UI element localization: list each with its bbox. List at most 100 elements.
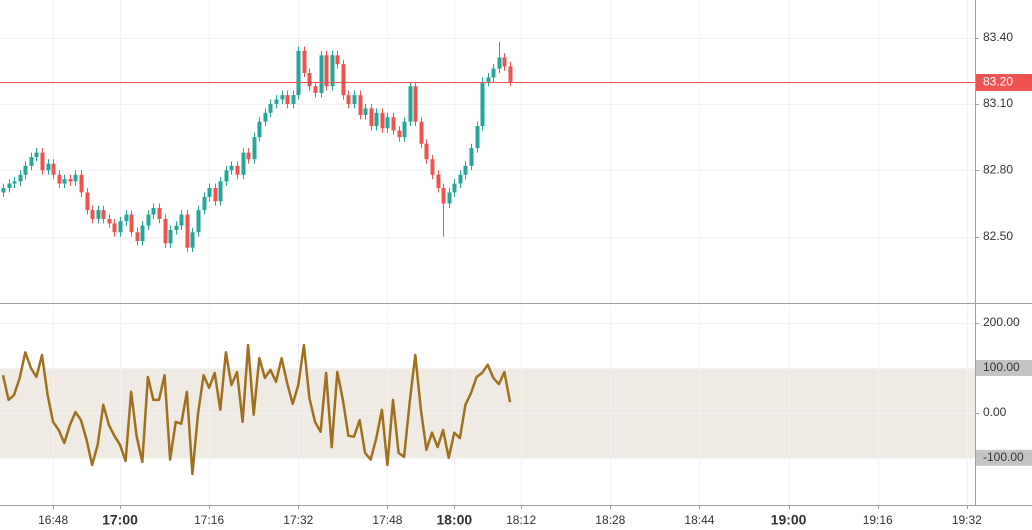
candle-body xyxy=(213,187,218,202)
candle-body xyxy=(118,221,123,233)
candle-body xyxy=(73,174,78,182)
candle-body xyxy=(335,55,340,65)
candle-body xyxy=(463,165,468,175)
candle-body xyxy=(452,183,457,193)
x-tick-label: 16:48 xyxy=(38,513,68,527)
candle-body xyxy=(7,183,12,188)
candle-body xyxy=(441,187,446,204)
candle-body xyxy=(68,179,73,182)
candle-body xyxy=(12,181,17,184)
candle-body xyxy=(190,232,195,248)
candle-body xyxy=(29,157,34,166)
candle-body xyxy=(358,95,363,116)
candle-body xyxy=(34,152,39,158)
candle-body xyxy=(62,179,67,184)
x-tick-label: 17:32 xyxy=(283,513,313,527)
candle-body xyxy=(229,165,234,171)
candle-body xyxy=(385,117,390,129)
x-tick-label: 17:16 xyxy=(194,513,224,527)
candle-body xyxy=(218,181,223,202)
candle-body xyxy=(319,55,324,93)
candle-body xyxy=(296,50,301,96)
y-tick-box xyxy=(976,449,1032,466)
candle-body xyxy=(486,77,491,82)
candle-body xyxy=(224,170,229,182)
candle-body xyxy=(430,159,435,175)
candle-body xyxy=(458,174,463,184)
x-tick-label: 18:12 xyxy=(506,513,536,527)
candle-body xyxy=(374,112,379,127)
candle-body xyxy=(101,210,106,219)
candle-body xyxy=(57,174,62,184)
candle-body xyxy=(436,174,441,188)
candle-body xyxy=(129,214,134,233)
candle-body xyxy=(235,165,240,175)
candle-body xyxy=(146,214,151,226)
candle-body xyxy=(46,163,51,171)
candle-body xyxy=(324,55,329,87)
y-tick-label: 100.00 xyxy=(983,360,1020,374)
candle-body xyxy=(124,214,129,222)
candle-body xyxy=(380,112,385,129)
x-tick-label: 17:48 xyxy=(372,513,402,527)
candle-body xyxy=(280,95,285,100)
candle-body xyxy=(85,192,90,211)
candle-body xyxy=(157,207,162,219)
x-tick-label: 18:28 xyxy=(595,513,625,527)
candle-body xyxy=(51,163,56,175)
candle-body xyxy=(491,68,496,78)
candle-body xyxy=(112,223,117,233)
candle-body xyxy=(107,218,112,224)
candle-body xyxy=(23,165,28,175)
candle-body xyxy=(419,121,424,144)
candle-body xyxy=(369,108,374,127)
y-tick-label: 83.10 xyxy=(983,96,1013,110)
candle-body xyxy=(274,99,279,104)
candle-body xyxy=(252,137,257,160)
candle-body xyxy=(179,214,184,226)
candle-body xyxy=(307,72,312,87)
candle-body xyxy=(408,86,413,122)
last-price-box xyxy=(976,74,1032,91)
labels-layer: 82.50 82.80 83.10 83.40 83.20 -100.00 0.00 100.… xyxy=(38,30,1032,528)
candle-body xyxy=(79,174,84,193)
candle-body xyxy=(424,143,429,160)
candle-body xyxy=(1,187,6,193)
candle-body xyxy=(402,121,407,138)
candle-body xyxy=(96,210,101,219)
candle-body xyxy=(291,95,296,104)
y-tick-label: 82.80 xyxy=(983,162,1013,176)
candle-body xyxy=(502,57,507,67)
candle-body xyxy=(268,103,273,113)
x-tick-label: 19:00 xyxy=(771,512,807,528)
candle-body xyxy=(18,174,23,182)
candle-body xyxy=(313,86,318,93)
candle-body xyxy=(391,117,396,131)
candle-body xyxy=(185,214,190,248)
candle-body xyxy=(257,121,262,138)
candle-body xyxy=(363,108,368,116)
x-tick-label: 18:44 xyxy=(684,513,714,527)
x-tick-label: 19:32 xyxy=(952,513,982,527)
y-tick-label: 200.00 xyxy=(983,315,1020,329)
candle-body xyxy=(168,230,173,244)
grid-layer xyxy=(0,0,975,505)
candle-body xyxy=(413,86,418,122)
candle-body xyxy=(346,95,351,104)
candle-body xyxy=(246,152,251,160)
candle-body xyxy=(397,130,402,138)
y-tick-box xyxy=(976,359,1032,376)
candle-body xyxy=(202,196,207,211)
candle-body xyxy=(475,126,480,149)
candle-body xyxy=(497,57,502,69)
cci-line xyxy=(1,343,512,476)
candle-body xyxy=(241,152,246,175)
candle-body xyxy=(508,66,513,82)
y-tick-label: 0.00 xyxy=(983,405,1007,419)
x-tick-label: 19:16 xyxy=(863,513,893,527)
candle-body xyxy=(480,81,485,127)
candle-body xyxy=(207,187,212,197)
candle-body xyxy=(151,207,156,215)
candle-body xyxy=(330,55,335,87)
